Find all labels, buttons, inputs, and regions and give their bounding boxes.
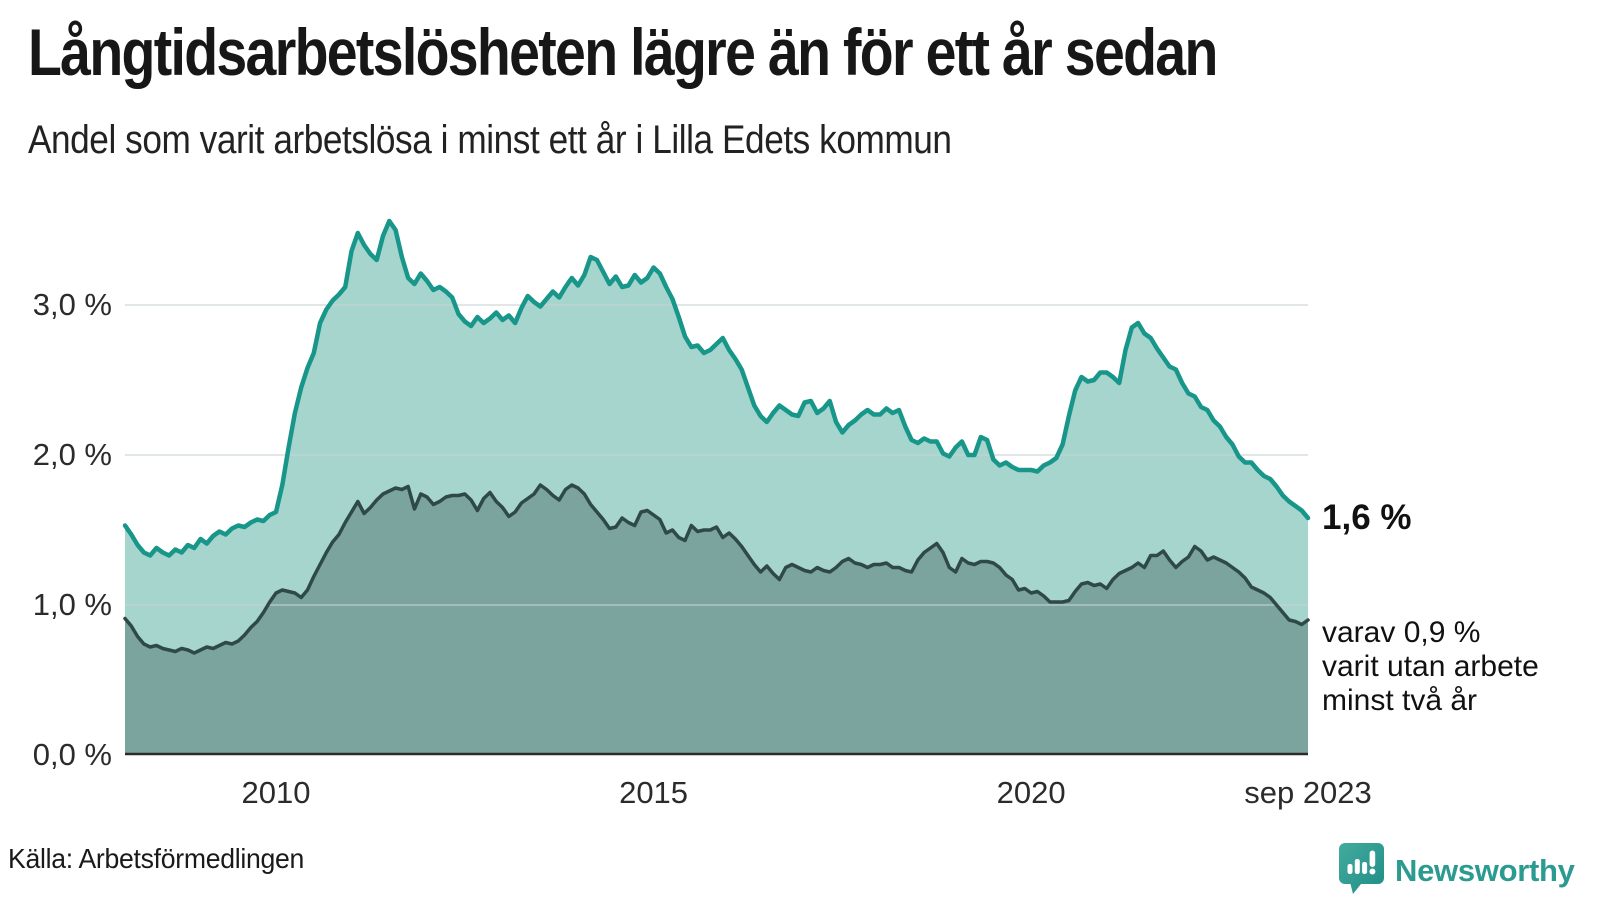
x-tick-label-2010: 2010 [241, 775, 311, 810]
end-note-line-1: varav 0,9 % [1322, 616, 1481, 649]
page-title: Långtidsarbetslösheten lägre än för ett … [28, 15, 1218, 89]
y-tick-label-2: 2,0 % [32, 437, 112, 472]
page-subtitle: Andel som varit arbetslösa i minst ett å… [28, 118, 952, 162]
area-chart-svg [122, 218, 1311, 756]
end-value-annotation: 1,6 % [1322, 498, 1412, 537]
speech-bubble-bar-chart-exclamation-icon [1338, 842, 1385, 899]
plot-area [122, 200, 1311, 756]
x-tick-label-2020: 2020 [996, 775, 1066, 810]
y-tick-label-3: 3,0 % [32, 287, 112, 322]
x-tick-label-2015: 2015 [619, 775, 689, 810]
x-tick-label-sep-2023: sep 2023 [1244, 775, 1372, 810]
y-tick-label-0: 0,0 % [32, 737, 112, 772]
end-note-line-2: varit utan arbete [1322, 650, 1539, 683]
newsworthy-wordmark: Newsworthy [1395, 852, 1575, 888]
end-note-line-3: minst två år [1322, 684, 1478, 717]
end-note-annotation: varav 0,9 % varit utan arbete minst två … [1322, 616, 1539, 718]
newsworthy-logo: Newsworthy [1338, 842, 1575, 899]
y-tick-label-1: 1,0 % [32, 587, 112, 622]
source-attribution: Källa: Arbetsförmedlingen [8, 843, 304, 874]
